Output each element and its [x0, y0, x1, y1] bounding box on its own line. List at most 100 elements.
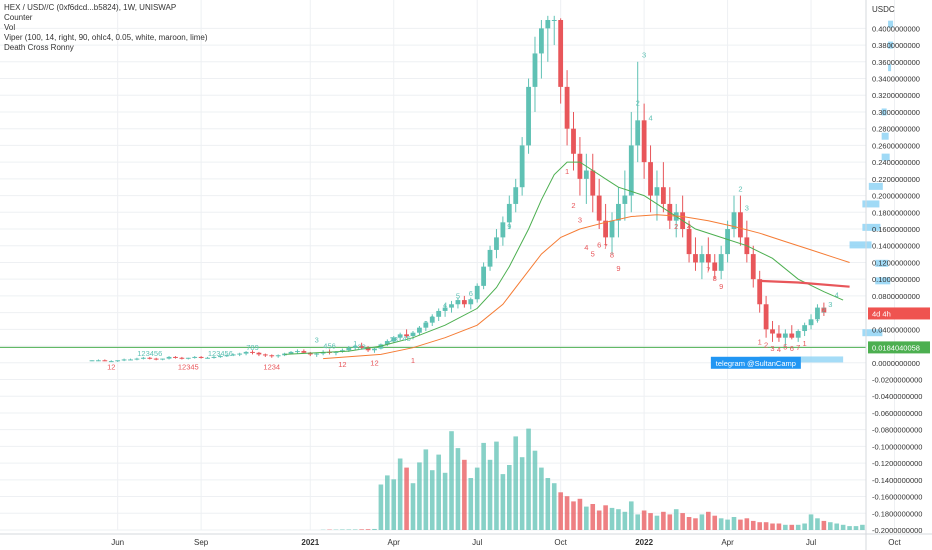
counter-label: 9 — [719, 282, 723, 291]
volume-bar — [789, 524, 795, 530]
candle-body — [295, 351, 300, 353]
candle-body — [121, 359, 127, 361]
counter-label: 4 — [687, 222, 691, 231]
counter-label: 3 — [745, 204, 749, 213]
candle-body — [725, 229, 730, 255]
candle-body — [429, 316, 435, 323]
candle-body — [641, 120, 647, 163]
candle-body — [526, 86, 531, 146]
volume-bar — [462, 459, 467, 530]
counter-label: 12 — [338, 360, 346, 369]
volume-bar — [429, 470, 435, 530]
counter-label: 6 — [597, 240, 601, 249]
candle-body — [160, 358, 166, 360]
candle-body — [192, 356, 198, 358]
counter-label: 1 — [353, 339, 357, 348]
candle-body — [635, 120, 641, 146]
counter-label: 9 — [507, 222, 511, 231]
counter-label: 8 — [713, 274, 717, 283]
counter-label: 12345 — [178, 362, 199, 371]
candle-body — [256, 352, 262, 355]
counter-label: 1 — [411, 356, 415, 365]
candle-body — [391, 337, 397, 342]
volume-bar — [616, 509, 621, 530]
candle-body — [301, 351, 307, 353]
counter-label: 8 — [610, 250, 614, 259]
counter-label: 1 — [623, 193, 627, 202]
candle-body — [782, 333, 788, 338]
y-tick-label: 0.3000000000 — [872, 108, 920, 117]
volume-bar — [577, 498, 583, 530]
volume-bar — [359, 529, 364, 530]
candle-body — [628, 145, 634, 196]
candle-body — [243, 351, 249, 354]
y-tick-label: -0.2000000000 — [872, 526, 922, 535]
volume-bar — [628, 501, 634, 530]
indicator-death-cross[interactable]: Death Cross Ronny — [4, 43, 74, 52]
counter-label: 3 — [315, 336, 319, 345]
volume-bar — [840, 524, 846, 530]
counter-label: 2 — [636, 98, 640, 107]
counter-label: 2 — [738, 184, 742, 193]
indicator-counter[interactable]: Counter — [4, 13, 33, 22]
y-tick-label: 0.3800000000 — [872, 41, 920, 50]
death-cross-line — [759, 279, 850, 288]
candle-body — [808, 319, 814, 326]
time-axis[interactable]: JunSep2021AprJulOct2022AprJulOct2023AprJ… — [0, 533, 932, 547]
candle-body — [108, 361, 114, 363]
counter-label: 4 — [584, 243, 588, 252]
viper-box — [875, 259, 889, 267]
volume-bar — [442, 472, 448, 530]
moving-averages — [284, 161, 850, 360]
candle-body — [481, 266, 487, 286]
indicator-volume[interactable]: Vol — [4, 23, 16, 32]
support-tag-bg — [868, 341, 930, 354]
volume-bar — [404, 467, 409, 530]
viper-box — [881, 108, 887, 116]
candle-body — [96, 360, 101, 362]
candle-body — [577, 153, 583, 179]
y-tick-label: 0.1000000000 — [872, 275, 920, 284]
candle-body — [474, 285, 480, 300]
candle-body — [442, 307, 448, 311]
y-tick-label: 0.0000000000 — [872, 359, 920, 368]
price-axis[interactable]: USDC 0.4000000000 0.3800000000 0.3600000000… — [865, 0, 922, 550]
candle-body — [468, 299, 474, 305]
volume-bar — [725, 519, 730, 530]
counter-label: 2 — [424, 319, 428, 328]
volume-bar — [648, 513, 653, 530]
counter-label: 5 — [591, 250, 595, 259]
volume-bar — [391, 479, 397, 530]
y-tick-label: 0.3600000000 — [872, 58, 920, 67]
indicator-viper[interactable]: Viper (100, 14, right, 90, ohlc4, 0.05, … — [4, 33, 208, 42]
viper-box — [862, 329, 883, 337]
symbol-title[interactable]: HEX / USD//C (0xf6dcd...b5824), 1W, UNIS… — [4, 3, 177, 12]
volume-bar — [545, 478, 551, 530]
candle-body — [558, 20, 564, 87]
volume-bar — [808, 514, 814, 530]
candle-body — [455, 300, 461, 305]
candle-body — [821, 307, 827, 313]
candle-body — [173, 356, 178, 358]
candle-body — [211, 356, 217, 358]
counter-label: 1 — [758, 337, 762, 346]
volume-bar — [468, 478, 474, 530]
volume-bar — [661, 511, 666, 530]
counter-label: 1 — [565, 167, 569, 176]
candle-body — [179, 357, 185, 359]
counter-label: 12 — [370, 358, 378, 367]
counter-label: 7 — [604, 242, 608, 251]
y-tick-label: 0.2600000000 — [872, 141, 920, 150]
volume-bar — [385, 475, 390, 530]
candle-body — [654, 187, 660, 196]
counter-label: 6 — [469, 289, 473, 298]
candle-body — [699, 254, 705, 263]
candle-body — [372, 348, 377, 351]
candle-body — [770, 329, 775, 334]
counter-label: 4 — [443, 301, 447, 310]
candle-body — [609, 220, 615, 238]
y-tick-label: 0.0800000000 — [872, 292, 920, 301]
